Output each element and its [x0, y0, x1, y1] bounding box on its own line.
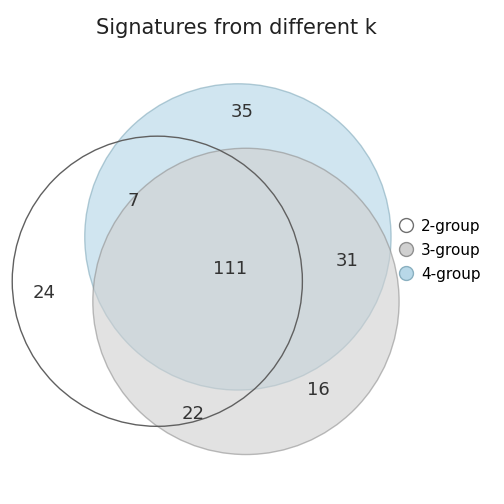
Text: 111: 111 [213, 260, 247, 278]
Text: 7: 7 [128, 192, 139, 210]
Text: 35: 35 [230, 103, 254, 121]
Circle shape [85, 84, 391, 390]
Text: 16: 16 [307, 381, 330, 399]
Text: 31: 31 [335, 252, 358, 270]
Text: 22: 22 [182, 405, 205, 423]
Legend: 2-group, 3-group, 4-group: 2-group, 3-group, 4-group [392, 213, 487, 288]
Text: 24: 24 [33, 284, 56, 302]
Title: Signatures from different k: Signatures from different k [96, 18, 376, 38]
Circle shape [93, 148, 399, 455]
